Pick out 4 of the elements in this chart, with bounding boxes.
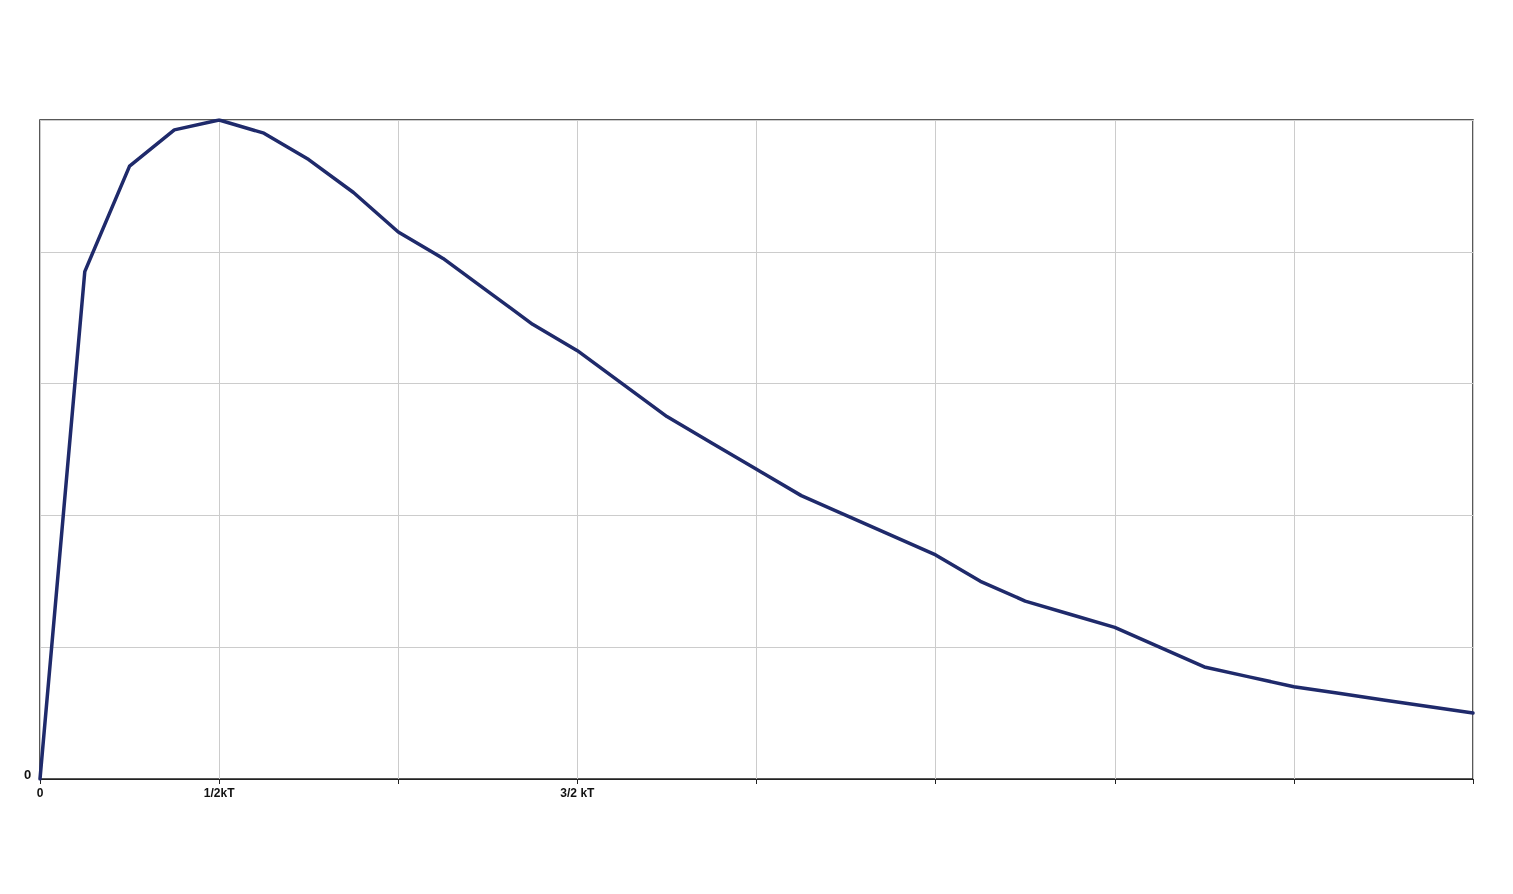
text: 0 bbox=[24, 767, 32, 782]
x-tick-label: 0 bbox=[36, 786, 44, 800]
x-tick-label: 3/2 kT bbox=[560, 786, 596, 800]
x-tick-label: 1/2kT bbox=[203, 786, 236, 800]
